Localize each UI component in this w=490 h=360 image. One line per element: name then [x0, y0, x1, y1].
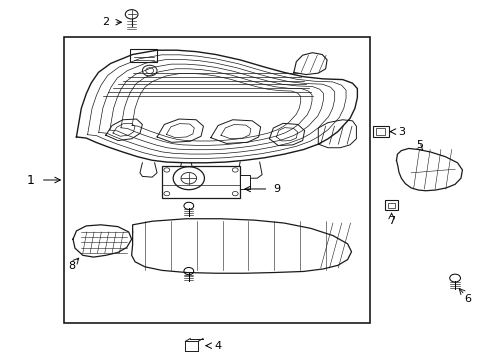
Bar [130, 49, 157, 62]
Text: 1: 1 [27, 174, 35, 186]
Bar [373, 126, 389, 137]
Bar [385, 200, 398, 210]
Text: 9: 9 [273, 184, 280, 194]
Text: 8: 8 [68, 261, 75, 271]
Bar [376, 129, 385, 135]
Text: 7: 7 [388, 216, 395, 226]
Text: 6: 6 [464, 294, 471, 304]
Text: 3: 3 [398, 127, 405, 136]
Bar [388, 203, 395, 208]
Bar [240, 175, 250, 189]
Bar [162, 166, 240, 198]
Text: 5: 5 [416, 140, 423, 150]
Text: 4: 4 [215, 341, 221, 351]
Bar [64, 37, 369, 323]
Text: 2: 2 [102, 17, 109, 27]
